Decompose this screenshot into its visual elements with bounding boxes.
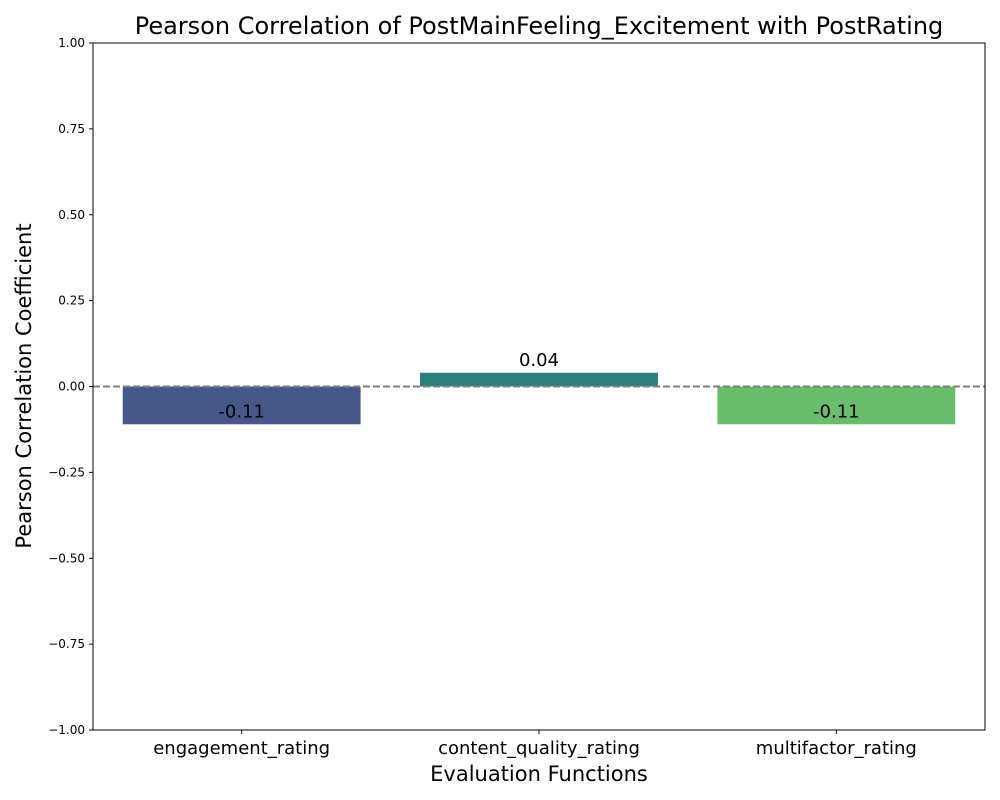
y-tick-label: 1.00 [58,36,85,50]
x-tick-label-multifactor-rating: multifactor_rating [756,738,917,759]
y-axis-title: Pearson Correlation Coefficient [12,223,36,548]
data-label-content-quality-rating: 0.04 [519,350,559,371]
data-label-multifactor-rating: -0.11 [813,402,860,423]
y-tick-label: −1.00 [48,723,85,737]
y-tick-label: −0.50 [48,551,85,565]
y-tick-label: −0.25 [48,465,85,479]
bar-multifactor-rating [717,386,956,425]
chart-title: Pearson Correlation of PostMainFeeling_E… [135,12,944,40]
x-tick-label-engagement-rating: engagement_rating [153,738,330,759]
y-tick-label: −0.75 [48,637,85,651]
bar-engagement-rating [122,386,361,425]
y-tick-label: 0.75 [58,122,85,136]
bar-content-quality-rating [420,372,658,387]
y-tick-label: 0.50 [58,208,85,222]
data-label-engagement-rating: -0.11 [218,402,265,423]
x-tick-label-content-quality-rating: content_quality_rating [438,738,640,759]
y-tick-label: 0.25 [58,294,85,308]
y-tick-label: 0.00 [58,380,85,394]
plot-area: -0.11 0.04 -0.11 −1.00 −0.75 −0.50 −0.25 0.00 0.… [48,36,986,759]
x-axis-title: Evaluation Functions [430,762,648,786]
